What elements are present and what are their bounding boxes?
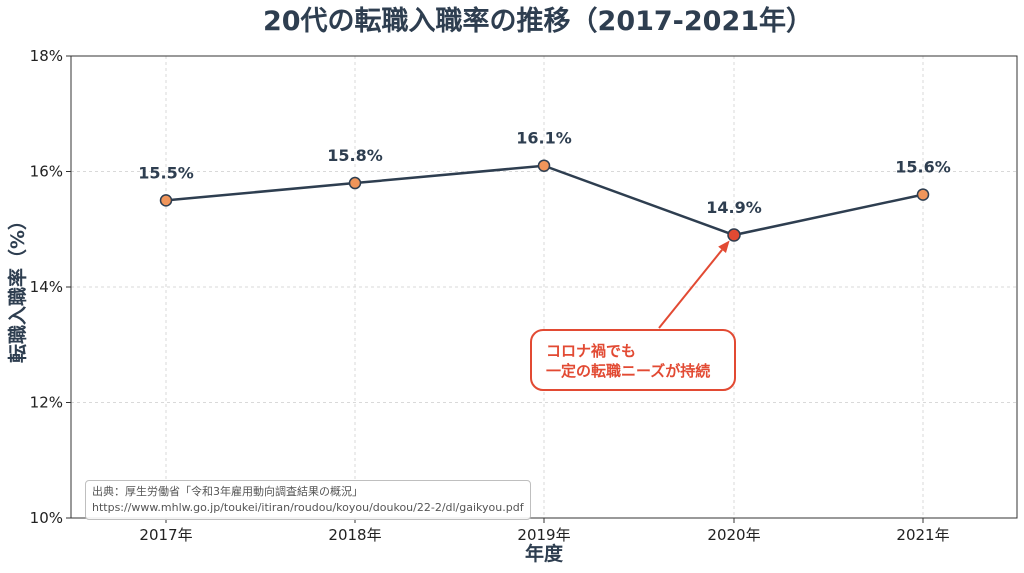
data-point	[159, 194, 173, 207]
data-point	[537, 159, 551, 172]
x-axis-label: 年度	[525, 542, 564, 565]
x-tick-label: 2020年	[707, 526, 760, 544]
annotation: コロナ禍でも 一定の転職ニーズが持続	[530, 240, 736, 391]
y-tick-label: 18%	[30, 47, 63, 65]
source-note: 出典：厚生労働省「令和3年雇用動向調査結果の概況」 https://www.mh…	[85, 480, 531, 520]
x-tick-label: 2018年	[328, 526, 381, 544]
annotation-arrow	[658, 249, 723, 329]
grid-lines	[71, 55, 1017, 519]
y-tick-label: 14%	[30, 278, 63, 296]
annotation-arrow-head	[718, 240, 730, 253]
x-tick-label: 2021年	[896, 526, 949, 544]
annotation-line-2: 一定の転職ニーズが持続	[546, 362, 710, 380]
annotation-line-1: コロナ禍でも	[546, 342, 636, 360]
data-label: 15.5%	[138, 163, 194, 182]
y-tick-label: 12%	[30, 394, 63, 412]
source-url: https://www.mhlw.go.jp/toukei/itiran/rou…	[92, 501, 524, 514]
x-tick-label: 2017年	[139, 526, 192, 544]
y-tick-label: 16%	[30, 163, 63, 181]
data-label: 14.9%	[706, 198, 762, 217]
x-ticks: 2017年 2018年 2019年 2020年 2021年	[139, 518, 950, 544]
y-tick-label: 10%	[30, 509, 63, 527]
data-point-highlight	[727, 228, 741, 242]
x-tick-label: 2019年	[517, 526, 570, 544]
series-revenue: 15.5% 15.8% 16.1% 14.9% 15.6%	[138, 129, 951, 242]
y-axis-label: 転職入職率（%）	[6, 211, 29, 363]
data-label: 15.8%	[327, 146, 383, 165]
y-ticks: 10% 12% 14% 16% 18%	[30, 47, 71, 527]
data-point	[916, 188, 930, 201]
data-point	[348, 176, 362, 190]
chart-title: 20代の転職入職率の推移（2017-2021年）	[263, 5, 813, 37]
data-label: 15.6%	[895, 158, 951, 177]
annotation-box	[530, 329, 736, 391]
data-label: 16.1%	[516, 129, 572, 148]
source-line-1: 出典：厚生労働省「令和3年雇用動向調査結果の概況」	[92, 485, 363, 498]
